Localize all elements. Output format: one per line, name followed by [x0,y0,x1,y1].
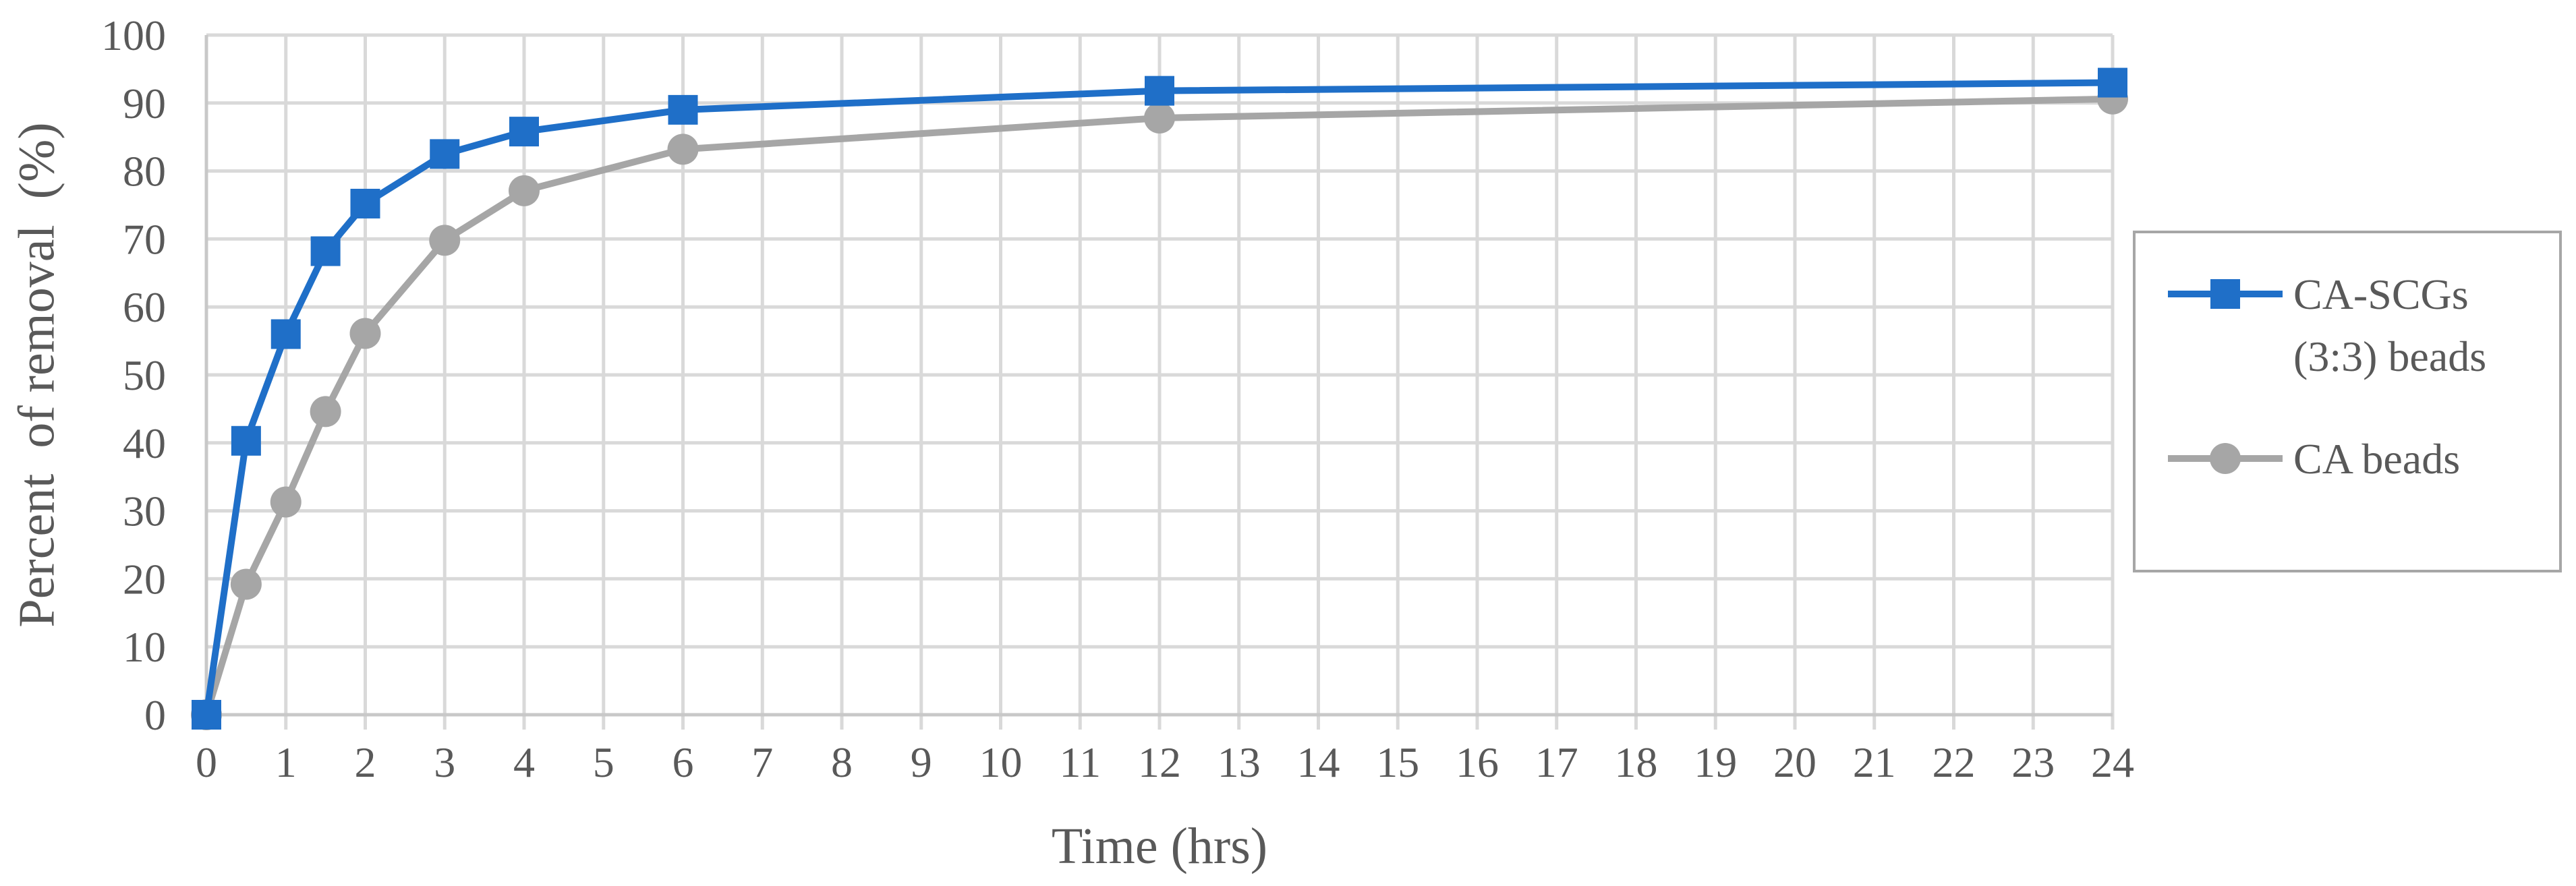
legend-label: CA beads [2293,435,2460,483]
legend-item: CA-SCGs (3:3) beads [2168,270,2486,380]
data-point [310,236,341,266]
x-tick-label: 19 [1694,738,1737,786]
y-tick-label: 90 [123,80,166,127]
x-tick-label: 10 [979,738,1023,786]
x-tick-label: 21 [1853,738,1896,786]
data-point [668,94,698,125]
x-tick-label: 1 [275,738,297,786]
x-tick-label: 18 [1615,738,1658,786]
data-point [230,568,262,600]
data-point [349,318,381,349]
y-tick-label: 50 [123,351,166,399]
series-line [203,79,2113,715]
data-point [509,117,539,147]
x-tick-label: 22 [1933,738,1976,786]
x-tick-label: 15 [1376,738,1419,786]
x-tick-label: 6 [672,738,694,786]
data-point [2098,67,2127,98]
data-point [270,319,301,349]
legend-box [2133,231,2562,572]
series-line [203,95,2113,716]
data-point [1145,76,1174,106]
data-point [667,134,699,165]
y-tick-label: 70 [123,215,166,263]
x-tick-label: 17 [1535,738,1578,786]
x-tick-label: 2 [355,738,376,786]
data-point [310,396,341,427]
x-tick-labels: 0 1 2 3 4 5 6 7 8 9 10 11 12 13 14 15 16 17 18 19 20 21 22 23 24 [196,738,2134,786]
legend: CA-SCGs (3:3) beads CA beads [2133,231,2562,572]
x-tick-label: 11 [1059,738,1101,786]
y-tick-label: 100 [101,11,166,59]
x-tick-label: 20 [1773,738,1816,786]
series-0 [192,67,2127,730]
axes [204,35,2113,717]
x-tick-label: 13 [1218,738,1261,786]
x-tick-label: 12 [1138,738,1181,786]
y-tick-label: 40 [123,419,166,467]
data-point [270,486,302,518]
y-tick-label: 20 [123,555,166,603]
y-tick-label: 30 [123,488,166,535]
x-tick-label: 5 [593,738,614,786]
x-tick-label: 16 [1456,738,1499,786]
data-point [231,425,261,456]
data-point [1144,102,1175,134]
x-tick-label: 8 [831,738,853,786]
series-1 [191,83,2128,730]
data-point [192,700,221,730]
legend-label: CA-SCGs [2293,270,2469,318]
x-tick-label: 0 [196,738,217,786]
legend-marker [2210,443,2241,474]
x-tick-label: 3 [434,738,455,786]
x-axis-title: Time (hrs) [1052,818,1267,875]
series-layer [191,67,2128,730]
x-tick-label: 24 [2091,738,2134,786]
data-point [430,139,460,169]
x-tick-label: 7 [751,738,773,786]
y-axis-title: Percent of removal (%) [8,122,65,627]
y-tick-label: 60 [123,283,166,331]
x-tick-label: 9 [911,738,932,786]
legend-item: CA beads [2168,435,2460,483]
y-tick-label: 0 [144,691,166,739]
x-tick-label: 14 [1297,738,1340,786]
y-tick-label: 80 [123,148,166,196]
legend-label: (3:3) beads [2293,332,2486,380]
legend-marker [2210,279,2240,309]
data-point [429,225,461,256]
y-tick-labels: 0 10 20 30 40 50 60 70 80 90 100 [101,11,166,739]
y-tick-label: 10 [123,623,166,671]
x-tick-label: 4 [513,738,535,786]
data-point [350,188,380,218]
x-tick-label: 23 [2011,738,2055,786]
data-point [509,175,540,206]
